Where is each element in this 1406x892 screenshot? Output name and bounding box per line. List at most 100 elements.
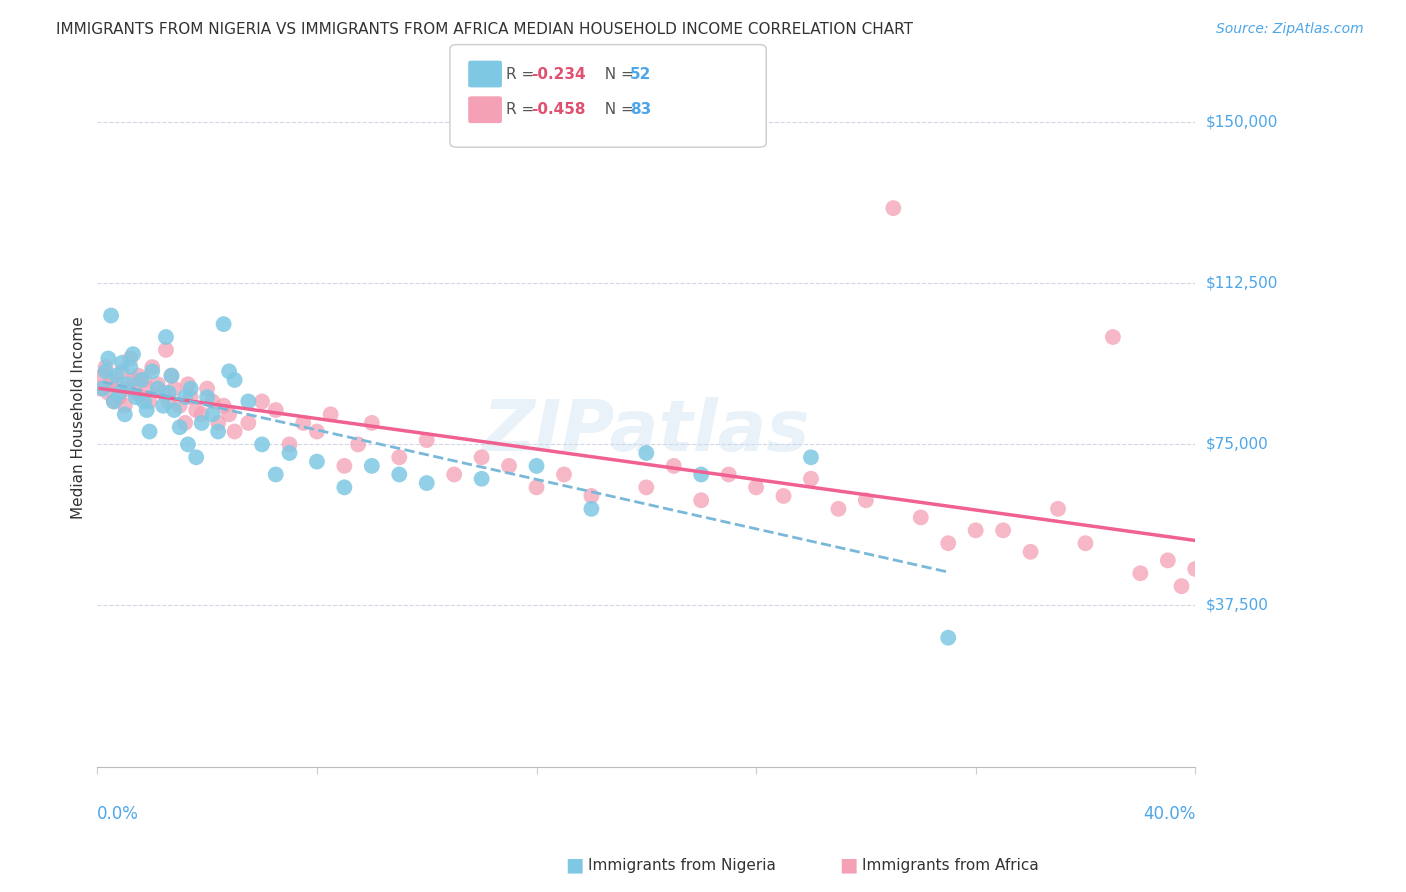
Point xyxy=(212,399,235,413)
Text: $112,500: $112,500 xyxy=(1206,276,1278,291)
Point xyxy=(1074,536,1097,550)
Point xyxy=(122,373,145,387)
Point xyxy=(1322,588,1344,602)
Point xyxy=(94,360,117,375)
Point xyxy=(278,437,301,451)
Point xyxy=(105,377,128,392)
Point xyxy=(1170,579,1192,593)
Point xyxy=(772,489,794,503)
Point xyxy=(207,425,229,439)
Point xyxy=(132,373,155,387)
Point xyxy=(224,373,246,387)
Point xyxy=(177,437,200,451)
Point xyxy=(129,390,152,404)
Point xyxy=(169,420,191,434)
Point xyxy=(97,351,120,366)
Text: 83: 83 xyxy=(630,103,651,117)
Text: $37,500: $37,500 xyxy=(1206,598,1270,613)
Point xyxy=(157,385,180,400)
Point xyxy=(264,467,287,482)
Point xyxy=(201,394,224,409)
Point xyxy=(120,351,142,366)
Point xyxy=(138,425,160,439)
Point xyxy=(186,403,208,417)
Text: -0.458: -0.458 xyxy=(531,103,586,117)
Point xyxy=(1267,545,1289,559)
Point xyxy=(1046,501,1069,516)
Point xyxy=(305,425,328,439)
Point xyxy=(965,524,987,538)
Point xyxy=(97,385,120,400)
Point xyxy=(471,472,494,486)
Point xyxy=(146,382,169,396)
Point xyxy=(745,480,768,494)
Point xyxy=(347,437,370,451)
Text: 0.0%: 0.0% xyxy=(97,805,139,823)
Point xyxy=(250,437,273,451)
Point xyxy=(224,425,246,439)
Point xyxy=(91,382,114,396)
Point xyxy=(135,403,157,417)
Point xyxy=(238,416,260,430)
Point xyxy=(163,403,186,417)
Point xyxy=(910,510,932,524)
Point xyxy=(117,377,139,392)
Point xyxy=(157,394,180,409)
Point xyxy=(827,501,849,516)
Point xyxy=(333,480,356,494)
Point xyxy=(111,356,134,370)
Point xyxy=(105,368,128,383)
Point xyxy=(388,467,411,482)
Point xyxy=(319,407,342,421)
Point xyxy=(526,458,548,473)
Point xyxy=(180,390,202,404)
Point xyxy=(89,382,111,396)
Point xyxy=(190,416,212,430)
Point xyxy=(855,493,877,508)
Text: IMMIGRANTS FROM NIGERIA VS IMMIGRANTS FROM AFRICA MEDIAN HOUSEHOLD INCOME CORREL: IMMIGRANTS FROM NIGERIA VS IMMIGRANTS FR… xyxy=(56,22,914,37)
Text: R =: R = xyxy=(506,103,540,117)
Point xyxy=(443,467,465,482)
Point xyxy=(163,382,186,396)
Point xyxy=(581,501,603,516)
Point xyxy=(1184,562,1206,576)
Point xyxy=(108,385,131,400)
Point xyxy=(388,450,411,465)
Point xyxy=(138,394,160,409)
Point xyxy=(155,343,177,357)
Text: ■: ■ xyxy=(565,855,583,875)
Point xyxy=(1102,330,1125,344)
Point xyxy=(936,631,959,645)
Point xyxy=(201,407,224,421)
Point xyxy=(141,364,163,378)
Point xyxy=(117,382,139,396)
Point xyxy=(553,467,575,482)
Point xyxy=(1294,566,1316,581)
Point xyxy=(333,458,356,473)
Text: N =: N = xyxy=(595,67,638,81)
Point xyxy=(278,446,301,460)
Text: R =: R = xyxy=(506,67,540,81)
Point xyxy=(936,536,959,550)
Point xyxy=(1239,524,1261,538)
Point xyxy=(195,390,218,404)
Point xyxy=(152,399,174,413)
Point xyxy=(526,480,548,494)
Point xyxy=(103,394,125,409)
Point xyxy=(125,385,148,400)
Point xyxy=(238,394,260,409)
Text: 52: 52 xyxy=(630,67,651,81)
Text: $150,000: $150,000 xyxy=(1206,115,1278,129)
Point xyxy=(264,403,287,417)
Point xyxy=(160,368,183,383)
Point xyxy=(1129,566,1152,581)
Point xyxy=(174,416,197,430)
Point xyxy=(581,489,603,503)
Point xyxy=(195,382,218,396)
Point xyxy=(292,416,315,430)
Point xyxy=(186,450,208,465)
Point xyxy=(882,201,904,215)
Point xyxy=(160,368,183,383)
Point xyxy=(662,458,685,473)
Point xyxy=(636,480,658,494)
